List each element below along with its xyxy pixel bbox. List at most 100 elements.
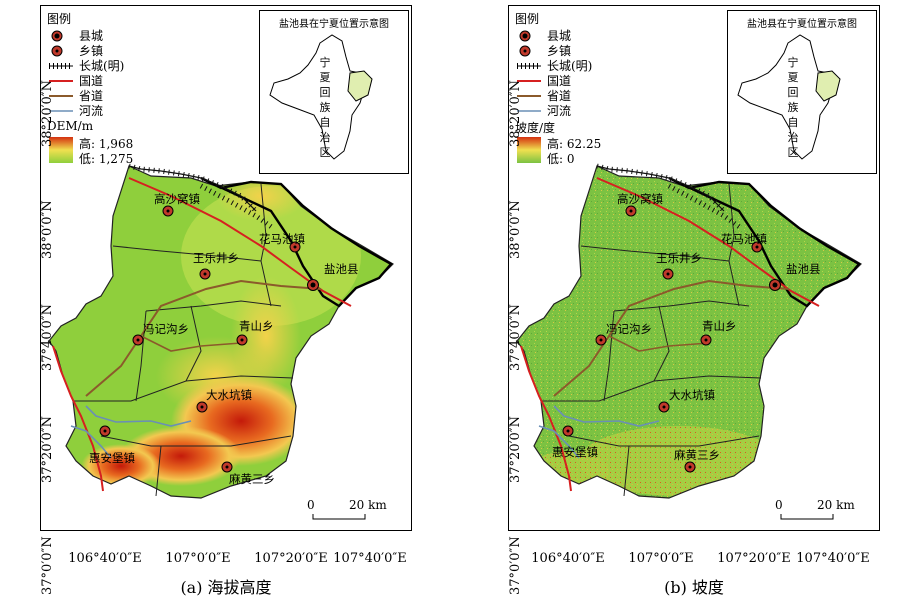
- place-label: 王乐井乡: [656, 251, 702, 265]
- scale-distance: 20 km: [349, 498, 387, 512]
- legend-label: 河流: [79, 104, 104, 118]
- national-road-icon: [515, 75, 543, 87]
- provincial-road-icon: [515, 90, 543, 102]
- ningxia-outline: [737, 34, 841, 160]
- inset-region-label: 宁夏回族自治区: [319, 56, 331, 159]
- legend-item-national-road: 国道: [47, 72, 103, 89]
- legend-low-label: 低: 1,275: [79, 152, 134, 166]
- legend-item-town: 乡镇: [47, 42, 103, 59]
- place-label: 大水坑镇: [669, 388, 715, 402]
- legend-high-label: 高: 62.25: [547, 137, 602, 151]
- place-label: 盐池县: [786, 262, 821, 276]
- legend-item-wall: 长城(明): [515, 57, 592, 74]
- scale-bar: 0 20 km: [775, 498, 855, 520]
- lat-tick-label: 38°20′0″N: [508, 79, 523, 147]
- legend-label: 乡镇: [79, 44, 104, 58]
- river-icon: [515, 105, 543, 117]
- place-label: 花马池镇: [721, 232, 767, 246]
- place-label: 盐池县: [324, 262, 359, 276]
- county-seat-boundary: [200, 176, 393, 308]
- scale-distance: 20 km: [817, 498, 855, 512]
- national-road-icon: [47, 75, 75, 87]
- panel-caption: (a) 海拔高度: [180, 578, 272, 597]
- place-label: 惠安堡镇: [89, 451, 135, 465]
- place-label: 高沙窝镇: [617, 192, 663, 206]
- place-label: 青山乡: [239, 319, 274, 333]
- national-road-line: [596, 177, 820, 307]
- place-label: 大水坑镇: [206, 388, 252, 402]
- lon-tick-label: 107°0′0″E: [628, 551, 694, 566]
- town-icon: [47, 45, 75, 57]
- legend-color-ramp: [517, 137, 541, 163]
- place-label: 冯记沟乡: [143, 322, 189, 336]
- river-icon: [47, 105, 75, 117]
- inset-highlight: [347, 70, 373, 102]
- locator-inset: 盐池县在宁夏位置示意图 宁夏回族自治区: [259, 10, 409, 174]
- inset-highlight: [815, 70, 841, 102]
- lon-tick-label: 106°40′0″E: [68, 551, 142, 566]
- place-label: 麻黄三乡: [674, 448, 720, 462]
- place-label: 高沙窝镇: [154, 192, 200, 206]
- legend-item-county: 县城: [515, 27, 571, 44]
- legend-low-label: 低: 0: [547, 152, 575, 166]
- river-line-2: [70, 425, 112, 459]
- wall-icon: [47, 60, 75, 72]
- legend-item-town: 乡镇: [515, 42, 571, 59]
- county-icon: [515, 30, 543, 42]
- lat-tick-label: 37°20′0″N: [508, 415, 523, 483]
- scale-zero: 0: [307, 498, 315, 512]
- place-label: 花马池镇: [259, 232, 305, 246]
- provincial-road-line: [553, 279, 790, 397]
- lon-tick-label: 107°40′0″E: [333, 551, 407, 566]
- county-icon: [47, 30, 75, 42]
- panel-caption: (b) 坡度: [664, 578, 724, 597]
- provincial-road-line-2: [608, 335, 710, 352]
- legend-item-provincial-road: 省道: [47, 87, 103, 104]
- lon-tick-label: 107°20′0″E: [717, 551, 791, 566]
- provincial-road-line: [85, 279, 322, 397]
- legend-high-label: 高: 1,968: [79, 137, 134, 151]
- legend-label: 长城(明): [79, 59, 125, 73]
- map-panel-elevation: 图例 县城 乡镇 长城(明) 国道 省道 河流 DEM/m 高: 1,968 低…: [40, 5, 412, 597]
- place-label: 冯记沟乡: [606, 322, 652, 336]
- river-line: [85, 405, 192, 427]
- river-line: [553, 405, 660, 427]
- legend-label: 国道: [547, 74, 572, 88]
- legend-item-national-road: 国道: [515, 72, 571, 89]
- legend-item-river: 河流: [47, 102, 103, 119]
- lat-tick-label: 37°40′0″N: [40, 303, 55, 371]
- legend-label: 省道: [547, 89, 572, 103]
- inset-title: 盐池县在宁夏位置示意图: [747, 19, 857, 30]
- legend-label: 河流: [547, 104, 572, 118]
- legend-label: 国道: [79, 74, 104, 88]
- map-canvas: [516, 163, 862, 499]
- map-frame: 图例 县城 乡镇 长城(明) 国道 省道 河流 DEM/m 高: 1,968 低…: [40, 5, 412, 531]
- inset-title: 盐池县在宁夏位置示意图: [279, 19, 389, 30]
- place-label: 麻黄三乡: [229, 472, 275, 486]
- town-markers: [562, 205, 781, 473]
- lon-tick-label: 107°40′0″E: [796, 551, 870, 566]
- county-seat-boundary: [668, 176, 861, 308]
- provincial-road-icon: [47, 90, 75, 102]
- map-panel-slope: 图例 县城 乡镇 长城(明) 国道 省道 河流 坡度/度 高: 62.25 低:…: [508, 5, 880, 597]
- lon-tick-label: 107°20′0″E: [254, 551, 328, 566]
- national-road-line-2: [52, 345, 104, 492]
- national-road-line-2: [520, 345, 572, 492]
- legend-item-wall: 长城(明): [47, 57, 124, 74]
- lon-tick-label: 106°40′0″E: [531, 551, 605, 566]
- national-road-line: [128, 177, 352, 307]
- legend-label: 县城: [79, 29, 104, 43]
- place-label: 王乐井乡: [193, 251, 239, 265]
- locator-inset: 盐池县在宁夏位置示意图 宁夏回族自治区: [727, 10, 877, 174]
- legend-title: 图例: [47, 12, 72, 26]
- legend-ramp-title: 坡度/度: [515, 121, 556, 135]
- lat-tick-label: 38°0′0″N: [508, 200, 523, 259]
- town-icon: [515, 45, 543, 57]
- map-canvas: [48, 163, 394, 499]
- ningxia-outline: [269, 34, 373, 160]
- legend-ramp-title: DEM/m: [47, 119, 94, 133]
- scale-zero: 0: [775, 498, 783, 512]
- legend-item-river: 河流: [515, 102, 571, 119]
- place-label: 惠安堡镇: [552, 445, 598, 459]
- wall-icon: [515, 60, 543, 72]
